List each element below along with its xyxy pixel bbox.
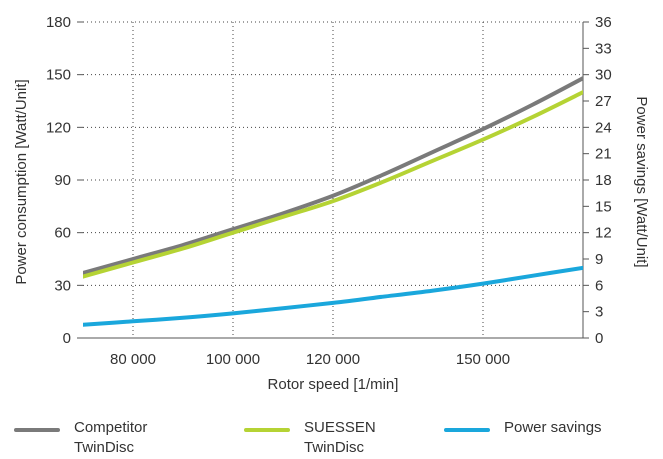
y-right-tick-label: 9 (595, 251, 603, 268)
legend-swatch (244, 428, 290, 432)
legend-label: Competitor TwinDisc (74, 418, 147, 458)
legend-swatch (14, 428, 60, 432)
y-right-tick-label: 36 (595, 14, 612, 31)
y-right-tick-label: 15 (595, 198, 612, 215)
x-axis-label: Rotor speed [1/min] (268, 376, 399, 393)
y-left-tick-label: 0 (63, 330, 71, 347)
y-right-tick-label: 18 (595, 172, 612, 189)
y-left-tick-label: 60 (54, 225, 71, 242)
x-tick-label: 80 000 (110, 351, 156, 368)
y-right-tick-label: 33 (595, 40, 612, 57)
y-left-tick-label: 150 (46, 67, 71, 84)
y-axis-left-label: Power consumption [Watt/Unit] (13, 79, 30, 284)
x-tick-label: 150 000 (456, 351, 510, 368)
legend-label-line: Power savings (504, 419, 602, 436)
series-line-suessen-twindisc (83, 90, 583, 279)
y-right-tick-label: 27 (595, 93, 612, 110)
y-right-tick-label: 12 (595, 225, 612, 242)
y-right-tick-label: 30 (595, 67, 612, 84)
legend-label: Power savings (504, 418, 602, 438)
y-left-tick-label: 120 (46, 119, 71, 136)
series-lines (83, 76, 583, 327)
y-right-tick-label: 21 (595, 146, 612, 163)
grid (83, 21, 583, 338)
y-right-tick-label: 3 (595, 304, 603, 321)
legend-label-line: SUESSEN (304, 419, 376, 436)
y-right-tick-label: 0 (595, 330, 603, 347)
x-tick-label: 100 000 (206, 351, 260, 368)
y-right-tick-label: 24 (595, 119, 612, 136)
legend-label-line: Competitor (74, 419, 148, 436)
y-axis-right-label: Power savings [Watt/Unit] (633, 96, 650, 267)
y-left-tick-label: 30 (54, 277, 71, 294)
legend-label-line: TwinDisc (74, 439, 135, 456)
x-tick-label: 120 000 (306, 351, 360, 368)
y-right-tick-label: 6 (595, 277, 603, 294)
legend-label: SUESSEN TwinDisc (304, 418, 376, 458)
series-line-competitor-twindisc (83, 76, 583, 275)
y-left-tick-label: 90 (54, 172, 71, 189)
series-line-power-savings (83, 265, 583, 327)
legend-swatch (444, 428, 490, 432)
y-left-tick-label: 180 (46, 14, 71, 31)
legend-label-line: TwinDisc (304, 439, 365, 456)
axes (77, 21, 589, 339)
